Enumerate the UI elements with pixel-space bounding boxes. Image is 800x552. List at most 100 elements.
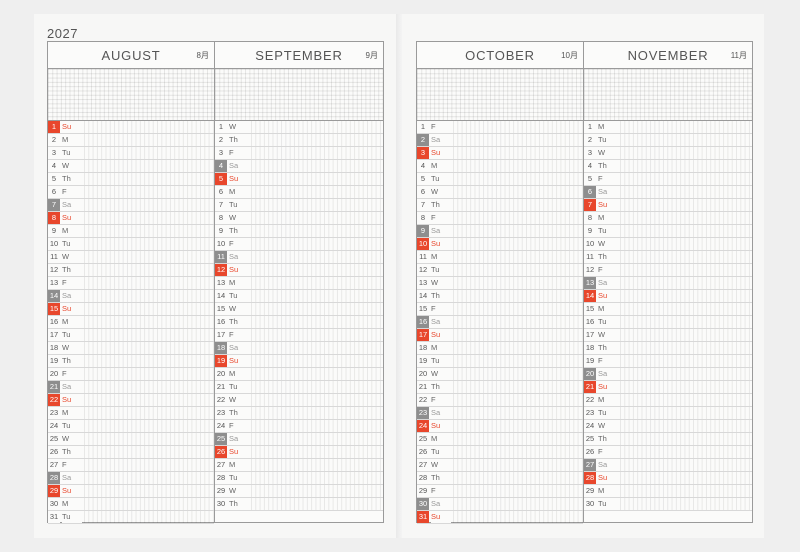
day-row[interactable]: 17 Tu	[48, 329, 214, 342]
day-row[interactable]: 12 Su	[215, 264, 383, 277]
day-row[interactable]: 19 F	[584, 355, 752, 368]
day-row[interactable]: 14 Th	[417, 290, 583, 303]
day-row[interactable]: 4 Sa	[215, 160, 383, 173]
day-row[interactable]: 14 Sa	[48, 290, 214, 303]
day-row[interactable]: 23 Tu	[584, 407, 752, 420]
day-row[interactable]: 4 Th	[584, 160, 752, 173]
notes-grid[interactable]	[48, 69, 214, 121]
day-row[interactable]: 26 F	[584, 446, 752, 459]
day-row[interactable]: 25 Sa	[215, 433, 383, 446]
day-row[interactable]: 18 W	[48, 342, 214, 355]
day-row[interactable]: 21 Tu	[215, 381, 383, 394]
day-row[interactable]: 25 M	[417, 433, 583, 446]
day-row[interactable]: 31 Tu	[48, 511, 214, 524]
day-row[interactable]: 3 Su	[417, 147, 583, 160]
day-row[interactable]: 17 F	[215, 329, 383, 342]
day-row[interactable]: 13 Sa	[584, 277, 752, 290]
day-row[interactable]: 5 Su	[215, 173, 383, 186]
day-row[interactable]: 16 Tu	[584, 316, 752, 329]
day-row[interactable]: 27 F	[48, 459, 214, 472]
day-row[interactable]: 16 Sa	[417, 316, 583, 329]
day-row[interactable]: 7 Su	[584, 199, 752, 212]
day-row[interactable]: 9 Th	[215, 225, 383, 238]
day-row[interactable]: 3 Tu	[48, 147, 214, 160]
notes-grid[interactable]	[215, 69, 383, 121]
day-row[interactable]: 27 Sa	[584, 459, 752, 472]
day-row[interactable]: 29 Su	[48, 485, 214, 498]
day-row[interactable]: 21 Th	[417, 381, 583, 394]
day-row[interactable]: 7 Sa	[48, 199, 214, 212]
day-row[interactable]: 5 Tu	[417, 173, 583, 186]
day-row[interactable]: 2 Tu	[584, 134, 752, 147]
day-row[interactable]: 23 Th	[215, 407, 383, 420]
day-row[interactable]: 30 M	[48, 498, 214, 511]
day-row[interactable]: 11 Th	[584, 251, 752, 264]
day-row[interactable]: 29 M	[584, 485, 752, 498]
day-row[interactable]: 5 Th	[48, 173, 214, 186]
day-row[interactable]: 10 W	[584, 238, 752, 251]
day-row[interactable]: 10 Tu	[48, 238, 214, 251]
notes-grid[interactable]	[417, 69, 583, 121]
day-row[interactable]: 29 W	[215, 485, 383, 498]
day-row[interactable]: 8 Su	[48, 212, 214, 225]
day-row[interactable]: 18 Th	[584, 342, 752, 355]
day-row[interactable]: 19 Th	[48, 355, 214, 368]
day-row[interactable]: 24 Su	[417, 420, 583, 433]
day-row[interactable]: 19 Tu	[417, 355, 583, 368]
day-row[interactable]: 26 Th	[48, 446, 214, 459]
day-row[interactable]: 30 Tu	[584, 498, 752, 511]
day-row[interactable]: 27 W	[417, 459, 583, 472]
day-row[interactable]: 28 Th	[417, 472, 583, 485]
day-row[interactable]: 13 W	[417, 277, 583, 290]
day-row[interactable]: 1 Su	[48, 121, 214, 134]
day-row[interactable]: 28 Sa	[48, 472, 214, 485]
day-row[interactable]: 27 M	[215, 459, 383, 472]
day-row[interactable]: 20 M	[215, 368, 383, 381]
day-row[interactable]: 18 M	[417, 342, 583, 355]
day-row[interactable]: 22 W	[215, 394, 383, 407]
day-row[interactable]: 20 F	[48, 368, 214, 381]
day-row[interactable]: 17 W	[584, 329, 752, 342]
day-row[interactable]: 26 Tu	[417, 446, 583, 459]
day-row[interactable]: 19 Su	[215, 355, 383, 368]
day-row[interactable]: 16 Th	[215, 316, 383, 329]
day-row[interactable]: 2 Sa	[417, 134, 583, 147]
day-row[interactable]: 7 Tu	[215, 199, 383, 212]
day-row[interactable]: 9 Tu	[584, 225, 752, 238]
day-row[interactable]: 15 F	[417, 303, 583, 316]
day-row[interactable]: 7 Th	[417, 199, 583, 212]
day-row[interactable]: 6 Sa	[584, 186, 752, 199]
day-row[interactable]: 14 Su	[584, 290, 752, 303]
day-row[interactable]: 24 Tu	[48, 420, 214, 433]
day-row[interactable]: 25 W	[48, 433, 214, 446]
day-row[interactable]: 9 Sa	[417, 225, 583, 238]
day-row[interactable]: 16 M	[48, 316, 214, 329]
day-row[interactable]: 17 Su	[417, 329, 583, 342]
day-row[interactable]: 24 F	[215, 420, 383, 433]
day-row[interactable]: 20 W	[417, 368, 583, 381]
day-row[interactable]: 26 Su	[215, 446, 383, 459]
day-row[interactable]: 31 Su	[417, 511, 583, 524]
day-row[interactable]: 12 Th	[48, 264, 214, 277]
day-row[interactable]: 18 Sa	[215, 342, 383, 355]
day-row[interactable]: 12 F	[584, 264, 752, 277]
day-row[interactable]: 28 Su	[584, 472, 752, 485]
day-row[interactable]: 30 Th	[215, 498, 383, 511]
day-row[interactable]: 21 Sa	[48, 381, 214, 394]
day-row[interactable]: 14 Tu	[215, 290, 383, 303]
day-row[interactable]: 23 M	[48, 407, 214, 420]
day-row[interactable]: 10 Su	[417, 238, 583, 251]
day-row[interactable]: 23 Sa	[417, 407, 583, 420]
day-row[interactable]: 22 F	[417, 394, 583, 407]
